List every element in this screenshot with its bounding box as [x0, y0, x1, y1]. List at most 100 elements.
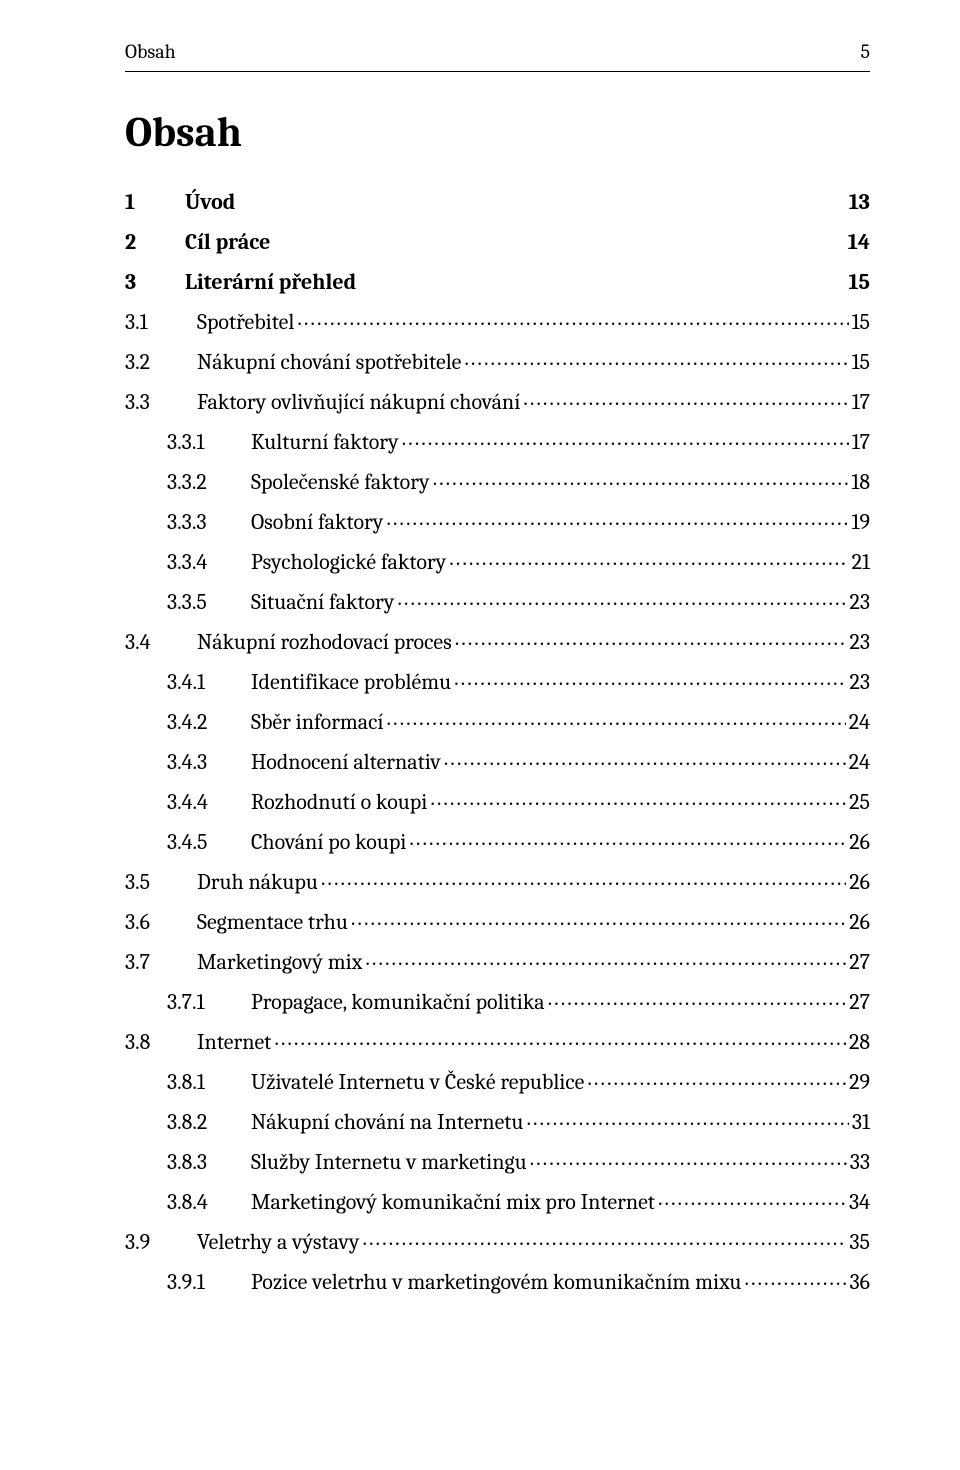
toc-entry: 3.4.3 Hodnocení alternativ 24	[125, 747, 870, 773]
toc-entry-label: Hodnocení alternativ	[251, 751, 441, 773]
toc-leader	[430, 787, 846, 809]
toc-entry: 3.9Veletrhy a výstavy35	[125, 1227, 870, 1253]
toc-leader	[238, 187, 845, 209]
toc-entry-page: 21	[852, 551, 870, 573]
toc-entry-page: 35	[849, 1231, 870, 1253]
toc-leader	[526, 1107, 848, 1129]
toc-entry-number: 3.1	[125, 311, 173, 333]
toc-entry-label: Nákupní rozhodovací proces	[197, 631, 452, 653]
toc-entry-number: 3.3	[125, 391, 173, 413]
toc-leader	[530, 1147, 847, 1169]
toc-leader	[351, 907, 846, 929]
toc-entry-page: 24	[849, 751, 870, 773]
toc-entry-number: 3.6	[125, 911, 173, 933]
toc-entry-number: 3.3.1	[167, 431, 229, 453]
toc-entry: 1Úvod13	[125, 187, 870, 213]
toc-entry-label: Služby Internetu v marketingu	[251, 1151, 527, 1173]
toc-entry-number: 3.4.1	[167, 671, 229, 693]
table-of-contents: 1Úvod132Cíl práce143Literární přehled153…	[125, 187, 870, 1293]
page-title: Obsah	[125, 108, 870, 157]
toc-entry-number: 3.3.4	[167, 551, 229, 573]
toc-entry-number: 3	[125, 271, 155, 293]
toc-entry-label: Marketingový komunikační mix pro Interne…	[251, 1191, 655, 1213]
toc-leader	[362, 1227, 846, 1249]
toc-entry-number: 2	[125, 231, 155, 253]
toc-entry-page: 26	[849, 871, 870, 893]
toc-entry-number: 3.3.5	[167, 591, 229, 613]
toc-entry-page: 24	[849, 711, 870, 733]
toc-entry: 3.8.4 Marketingový komunikační mix pro In…	[125, 1187, 870, 1213]
toc-entry-page: 25	[849, 791, 870, 813]
toc-entry-number: 3.4.3	[167, 751, 229, 773]
toc-entry-number: 3.4	[125, 631, 173, 653]
toc-leader	[273, 227, 844, 249]
header-rule	[125, 71, 870, 72]
toc-entry: 3.4.4Rozhodnutí o koupi25	[125, 787, 870, 813]
toc-entry-page: 23	[849, 631, 870, 653]
toc-entry-number: 3.7.1	[167, 991, 229, 1013]
toc-entry-label: Segmentace trhu	[197, 911, 348, 933]
toc-entry-label: Spotřebitel	[197, 311, 294, 333]
toc-leader	[464, 347, 848, 369]
toc-entry-label: Nákupní chování spotřebitele	[197, 351, 461, 373]
toc-entry-page: 17	[852, 391, 870, 413]
toc-entry-number: 3.3.2	[167, 471, 229, 493]
toc-entry-number: 3.8	[125, 1031, 173, 1053]
toc-leader	[386, 507, 848, 529]
toc-leader	[455, 627, 847, 649]
toc-entry-label: Faktory ovlivňující nákupní chování	[197, 391, 520, 413]
toc-entry: 3.3.3Osobní faktory19	[125, 507, 870, 533]
toc-entry-page: 14	[848, 231, 870, 253]
toc-entry-page: 19	[852, 511, 870, 533]
header-page-number: 5	[861, 40, 871, 63]
toc-entry-number: 3.5	[125, 871, 173, 893]
toc-entry-label: Nákupní chování na Internetu	[251, 1111, 523, 1133]
toc-entry-number: 3.7	[125, 951, 173, 973]
toc-entry-number: 3.8.4	[167, 1191, 229, 1213]
toc-leader	[658, 1187, 846, 1209]
toc-leader	[359, 267, 845, 289]
toc-entry-page: 36	[850, 1271, 870, 1293]
toc-entry-page: 34	[849, 1191, 870, 1213]
toc-entry: 3.9.1Pozice veletrhu v marketingovém kom…	[125, 1267, 870, 1293]
toc-entry-number: 3.3.3	[167, 511, 229, 533]
toc-entry-label: Internet	[197, 1031, 271, 1053]
toc-leader	[548, 987, 847, 1009]
toc-entry-page: 18	[851, 471, 870, 493]
toc-entry-label: Identifikace problému	[251, 671, 451, 693]
toc-leader	[402, 427, 849, 449]
toc-entry: 3.8.2Nákupní chování na Internetu31	[125, 1107, 870, 1133]
toc-entry-number: 3.2	[125, 351, 173, 373]
toc-leader	[449, 547, 848, 569]
toc-entry-page: 23	[849, 671, 870, 693]
toc-entry-number: 1	[125, 191, 155, 213]
toc-entry-page: 28	[849, 1031, 870, 1053]
toc-entry-label: Psychologické faktory	[251, 551, 446, 573]
toc-entry: 3.6Segmentace trhu26	[125, 907, 870, 933]
toc-entry: 3.2 Nákupní chování spotřebitele 15	[125, 347, 870, 373]
toc-entry-page: 33	[850, 1151, 870, 1173]
toc-entry-page: 15	[852, 351, 870, 373]
toc-entry-page: 23	[849, 591, 870, 613]
toc-entry-page: 27	[849, 991, 870, 1013]
toc-leader	[409, 827, 846, 849]
toc-entry-label: Literární přehled	[185, 271, 356, 293]
toc-entry-label: Druh nákupu	[197, 871, 318, 893]
toc-entry: 2 Cíl práce 14	[125, 227, 870, 253]
toc-leader	[444, 747, 846, 769]
toc-entry-page: 27	[849, 951, 870, 973]
toc-entry-label: Cíl práce	[185, 231, 270, 253]
toc-entry: 3.5 Druh nákupu 26	[125, 867, 870, 893]
toc-entry-number: 3.8.1	[167, 1071, 229, 1093]
header-left: Obsah	[125, 40, 176, 63]
toc-entry: 3.4.2Sběr informací24	[125, 707, 870, 733]
running-header: Obsah 5	[125, 40, 870, 63]
toc-entry-number: 3.9.1	[167, 1271, 229, 1293]
toc-entry-label: Rozhodnutí o koupi	[251, 791, 427, 813]
toc-leader	[454, 667, 846, 689]
toc-entry-label: Situační faktory	[251, 591, 394, 613]
toc-leader	[365, 947, 846, 969]
toc-entry: 3.3.4 Psychologické faktory 21	[125, 547, 870, 573]
toc-entry: 3.7.1Propagace, komunikační politika27	[125, 987, 870, 1013]
toc-entry-page: 13	[849, 191, 870, 213]
